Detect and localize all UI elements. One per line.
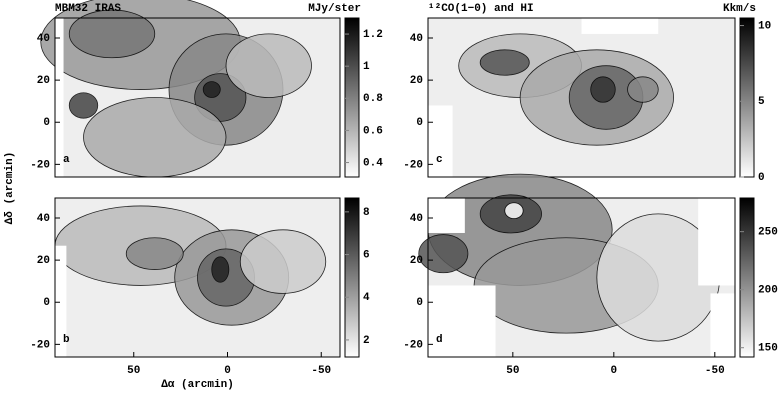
emission-region	[590, 76, 616, 103]
panel-label: c	[436, 154, 443, 166]
colorbar-tick-label: 10	[758, 20, 771, 32]
map	[418, 173, 735, 357]
map	[54, 198, 340, 357]
colorbar-tick-label: 6	[363, 249, 370, 261]
colorbar	[344, 17, 360, 178]
unobserved-area	[428, 105, 453, 177]
y-tick-label: 0	[43, 117, 50, 129]
unobserved-area	[55, 18, 64, 177]
y-tick-label: 20	[37, 75, 50, 87]
panel-title: ¹²CO(1−0) and HI	[428, 3, 534, 15]
unobserved-area	[55, 245, 67, 357]
colorbar-tick-label: 8	[363, 207, 370, 219]
colorbar-tick-label: 1	[363, 61, 370, 73]
panel-frame	[54, 17, 341, 178]
y-tick-label: 40	[37, 213, 50, 225]
colorbar-tick-label: 0	[758, 172, 765, 184]
colorbar-tick-label: 5	[758, 96, 765, 108]
unobserved-area	[698, 198, 735, 286]
emission-region	[202, 81, 221, 98]
colorbar	[344, 197, 360, 358]
unobserved-area	[428, 285, 496, 357]
y-tick-label: 40	[410, 213, 423, 225]
panel-label: d	[436, 334, 443, 346]
emission-region	[418, 234, 469, 274]
y-tick-label: 40	[410, 33, 423, 45]
emission-region	[125, 237, 184, 270]
emission-region	[211, 256, 230, 283]
colorbar-tick-label: 250	[758, 227, 778, 239]
colorbar-tick-label: 0.6	[363, 125, 383, 137]
y-tick-label: -20	[30, 339, 50, 351]
colorbar-tick-label: 0.8	[363, 93, 383, 105]
y-tick-label: 0	[416, 297, 423, 309]
emission-region	[479, 49, 530, 76]
emission-region	[68, 92, 99, 119]
y-axis-label: Δδ (arcmin)	[4, 152, 16, 225]
unobserved-area	[710, 293, 735, 357]
unobserved-area	[428, 198, 465, 233]
y-tick-label: -20	[403, 339, 423, 351]
panel-label: b	[63, 334, 70, 346]
colorbar-tick-label: 1.2	[363, 29, 383, 41]
map	[428, 18, 735, 177]
colorbar-tick-label: 150	[758, 343, 778, 355]
map	[40, 0, 340, 178]
x-tick-label: 0	[224, 365, 231, 377]
emission-region	[504, 202, 524, 220]
y-tick-label: -20	[403, 159, 423, 171]
emission-region	[627, 76, 659, 103]
x-tick-label: -50	[311, 365, 331, 377]
emission-region	[68, 9, 156, 59]
emission-region	[239, 229, 327, 294]
colorbar-tick-label: 2	[363, 335, 370, 347]
panel-frame	[427, 17, 736, 178]
y-tick-label: 0	[416, 117, 423, 129]
emission-region	[83, 97, 227, 178]
colorbar	[739, 17, 755, 178]
colorbar-tick-label: 0.4	[363, 157, 383, 169]
y-tick-label: 40	[37, 33, 50, 45]
unobserved-area	[581, 18, 659, 34]
y-tick-label: 20	[37, 255, 50, 267]
colorbar	[739, 197, 755, 358]
y-tick-label: 20	[410, 75, 423, 87]
colorbar-label: MJy/ster	[308, 3, 361, 15]
x-tick-label: 50	[127, 365, 140, 377]
colorbar-tick-label: 4	[363, 292, 370, 304]
colorbar-tick-label: 200	[758, 285, 778, 297]
x-tick-label: 50	[506, 365, 519, 377]
panel-frame	[427, 197, 736, 358]
colorbar-label: Kkm/s	[723, 3, 756, 15]
panel-label: a	[63, 154, 70, 166]
y-tick-label: 0	[43, 297, 50, 309]
x-tick-label: -50	[705, 365, 725, 377]
x-tick-label: 0	[611, 365, 618, 377]
panel-title: MBM32 IRAS	[55, 3, 121, 15]
y-tick-label: 20	[410, 255, 423, 267]
panel-frame	[54, 197, 341, 358]
emission-region	[225, 33, 312, 98]
x-axis-label: Δα (arcmin)	[161, 379, 234, 391]
y-tick-label: -20	[30, 159, 50, 171]
